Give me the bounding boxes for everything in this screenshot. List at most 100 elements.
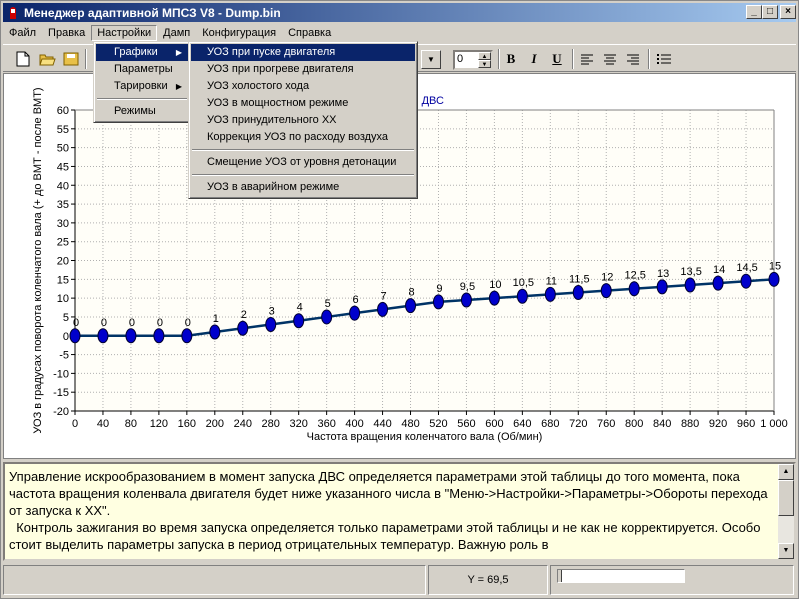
data-point[interactable]: [600, 283, 612, 299]
menu-item-modes[interactable]: Режимы: [96, 103, 188, 120]
bullet-list-icon[interactable]: [654, 49, 674, 69]
align-center-icon[interactable]: [600, 49, 620, 69]
data-point[interactable]: [684, 277, 696, 293]
data-point[interactable]: [97, 328, 109, 344]
menu-item-parameters-label: Параметры: [114, 63, 173, 75]
progress-track[interactable]: [557, 569, 685, 583]
scroll-down-icon[interactable]: ▼: [778, 543, 794, 559]
menu-help[interactable]: Справка: [288, 26, 332, 39]
data-point[interactable]: [544, 286, 556, 302]
data-label: 4: [297, 302, 303, 314]
x-tick-label: 280: [262, 418, 280, 430]
data-point[interactable]: [209, 324, 221, 340]
submenu-item-emergency[interactable]: УОЗ в аварийном режиме: [207, 181, 340, 193]
data-label: 8: [408, 287, 414, 299]
data-point[interactable]: [265, 316, 277, 332]
x-tick-label: 720: [569, 418, 587, 430]
data-point[interactable]: [572, 284, 584, 300]
menu-file[interactable]: Файл: [9, 26, 37, 39]
font-size-stepper[interactable]: 0 ▲ ▼: [453, 50, 493, 70]
status-panel-progress: [550, 565, 794, 595]
settings-dropdown: Графики ▶ Параметры Тарировки ▶ Режимы: [93, 41, 191, 123]
submenu-item-power[interactable]: УОЗ в мощностном режиме: [207, 97, 349, 109]
close-button[interactable]: ×: [780, 5, 796, 19]
data-point[interactable]: [432, 294, 444, 310]
data-label: 13: [657, 268, 669, 280]
menu-item-calibrations[interactable]: Тарировки ▶: [96, 78, 188, 95]
y-tick-label: 5: [63, 312, 69, 324]
maximize-button[interactable]: □: [762, 5, 778, 19]
x-tick-label: 240: [234, 418, 252, 430]
menu-separator: [192, 149, 414, 151]
submenu-item-idle[interactable]: УОЗ холостого хода: [207, 80, 310, 92]
data-point[interactable]: [321, 309, 333, 325]
data-point[interactable]: [349, 305, 361, 321]
graphs-submenu: УОЗ при пуске двигателя УОЗ при прогреве…: [188, 41, 418, 199]
save-icon[interactable]: [61, 49, 81, 69]
data-label: 0: [73, 317, 79, 329]
menu-dump[interactable]: Дамп: [163, 26, 191, 39]
x-tick-label: 200: [206, 418, 224, 430]
scroll-thumb[interactable]: [778, 480, 794, 516]
data-label: 0: [129, 317, 135, 329]
description-panel[interactable]: Управление искрообразованием в момент за…: [3, 462, 796, 561]
font-combo-dropdown-icon[interactable]: ▼: [421, 50, 441, 69]
x-tick-label: 800: [625, 418, 643, 430]
menu-item-calibrations-label: Тарировки: [114, 80, 168, 92]
underline-button[interactable]: U: [552, 51, 562, 66]
submenu-item-forced-idle[interactable]: УОЗ принудительного ХХ: [207, 114, 337, 126]
data-point[interactable]: [237, 320, 249, 336]
data-point[interactable]: [153, 328, 165, 344]
x-tick-label: 160: [178, 418, 196, 430]
data-point[interactable]: [712, 275, 724, 291]
y-tick-label: 0: [63, 331, 69, 343]
open-folder-icon[interactable]: [37, 49, 57, 69]
app-fire-icon: [6, 6, 20, 20]
window-title: Менеджер адаптивной МПСЗ V8 - Dump.bin: [24, 5, 281, 20]
spin-down-icon[interactable]: ▼: [478, 60, 491, 68]
menu-bar: Файл Правка Настройки Дамп Конфигурация …: [3, 23, 796, 42]
menu-settings[interactable]: Настройки: [91, 24, 158, 41]
submenu-item-knock-offset[interactable]: Смещение УОЗ от уровня детонации: [207, 156, 397, 168]
new-file-icon[interactable]: [13, 49, 33, 69]
menu-edit[interactable]: Правка: [48, 26, 86, 39]
x-tick-label: 400: [345, 418, 363, 430]
data-point[interactable]: [377, 301, 389, 317]
x-tick-label: 80: [125, 418, 137, 430]
progress-knob[interactable]: [558, 570, 562, 582]
menu-item-parameters[interactable]: Параметры: [96, 61, 188, 78]
vertical-scrollbar[interactable]: ▲ ▼: [778, 464, 794, 559]
data-point[interactable]: [768, 271, 780, 287]
data-point[interactable]: [181, 328, 193, 344]
italic-button[interactable]: I: [531, 51, 537, 66]
data-point[interactable]: [488, 290, 500, 306]
menu-separator: [97, 98, 187, 100]
align-right-icon[interactable]: [623, 49, 643, 69]
y-tick-label: 20: [57, 256, 69, 268]
x-tick-label: 880: [681, 418, 699, 430]
data-label: 15: [769, 260, 781, 272]
data-point[interactable]: [656, 279, 668, 295]
minimize-button[interactable]: _: [746, 5, 762, 19]
data-point[interactable]: [405, 298, 417, 314]
submenu-item-warmup[interactable]: УОЗ при прогреве двигателя: [207, 63, 354, 75]
menu-item-graphs[interactable]: Графики ▶: [96, 44, 188, 61]
data-point[interactable]: [460, 292, 472, 308]
data-point[interactable]: [740, 273, 752, 289]
submenu-item-start[interactable]: УОЗ при пуске двигателя: [191, 44, 415, 61]
data-point[interactable]: [628, 281, 640, 297]
submenu-item-airflow-correction[interactable]: Коррекция УОЗ по расходу воздуха: [207, 131, 389, 143]
data-point[interactable]: [293, 313, 305, 329]
scroll-up-icon[interactable]: ▲: [778, 464, 794, 480]
align-left-icon[interactable]: [577, 49, 597, 69]
y-axis-label: УОЗ в градусах поворота коленчатого вала…: [32, 87, 44, 433]
data-point[interactable]: [69, 328, 81, 344]
menu-configuration[interactable]: Конфигурация: [202, 26, 277, 39]
bold-button[interactable]: B: [506, 51, 516, 66]
data-point[interactable]: [516, 288, 528, 304]
data-point[interactable]: [125, 328, 137, 344]
menu-item-modes-label: Режимы: [114, 105, 156, 117]
y-tick-label: 30: [57, 218, 69, 230]
data-label: 6: [353, 294, 359, 306]
spin-up-icon[interactable]: ▲: [478, 52, 491, 60]
